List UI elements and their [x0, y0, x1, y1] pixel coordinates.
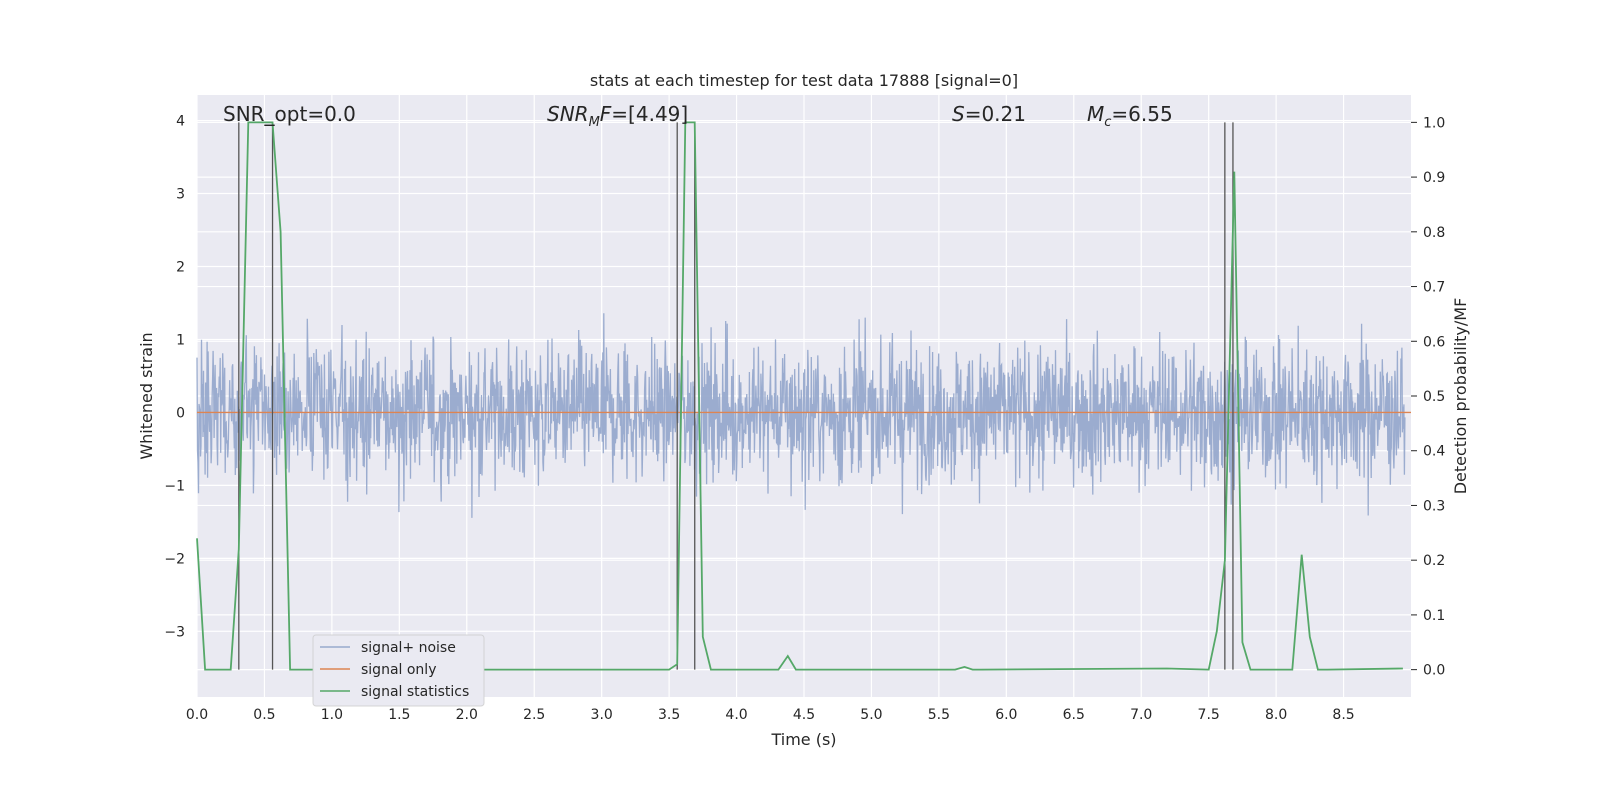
signal-noise-line [196, 313, 1406, 518]
vertical-markers [238, 122, 1234, 670]
y-axis-right-ticks: 0.0 0.1 0.2 0.3 0.4 0.5 0.6 0.7 0.8 0.9 1.0 [1411, 115, 1445, 679]
annotation-mc-sub: c [1104, 115, 1111, 130]
y-right-tick-label-1: 0.1 [1423, 608, 1445, 624]
y-right-tick-label-6: 0.6 [1423, 334, 1445, 350]
x-axis-ticks: 0.0 0.5 1.0 1.5 2.0 2.5 3.0 3.5 4.0 4.5 5.0 5.5 6.0 6… [186, 707, 1355, 723]
x-tick-label-4: 2.0 [456, 707, 478, 723]
y-axis-right-label: Detection probability/MF [1451, 298, 1470, 495]
annotation-snr-mf-f: F [600, 102, 612, 126]
annotation-snr-mf: SNRMF=[4.49] [547, 102, 688, 130]
y-right-tick-label-4: 0.4 [1423, 444, 1445, 460]
annotation-mc-value: =6.55 [1111, 102, 1172, 126]
y-right-tick-label-2: 0.2 [1423, 553, 1445, 569]
annotation-mc-symbol: M [1087, 102, 1104, 126]
chart-title: stats at each timestep for test data 178… [590, 71, 1018, 90]
x-tick-label-14: 7.0 [1130, 707, 1152, 723]
annotation-mc: Mc=6.55 [1087, 102, 1173, 130]
x-tick-label-3: 1.5 [388, 707, 410, 723]
x-tick-label-11: 5.5 [928, 707, 950, 723]
x-tick-label-13: 6.5 [1063, 707, 1085, 723]
y-left-tick-label-5: 2 [176, 259, 185, 275]
annotation-s-value: =0.21 [965, 102, 1026, 126]
y-left-tick-label-7: 4 [176, 114, 185, 130]
y-right-tick-label-8: 0.8 [1423, 225, 1445, 241]
y-right-tick-label-0: 0.0 [1423, 663, 1445, 679]
y-left-tick-label-0: −3 [164, 624, 185, 640]
signal-noise-series [196, 313, 1406, 518]
x-tick-label-10: 5.0 [860, 707, 882, 723]
x-tick-label-16: 8.0 [1265, 707, 1287, 723]
annotation-snr-mf-value: =[4.49] [611, 102, 688, 126]
annotation-s-symbol: S [952, 102, 965, 126]
y-left-tick-label-6: 3 [176, 187, 185, 203]
legend-label-signal-noise: signal+ noise [361, 640, 456, 656]
legend: signal+ noise signal only signal statist… [312, 634, 485, 707]
annotation-snr-opt: SNR_opt=0.0 [223, 102, 356, 126]
y-right-tick-label-5: 0.5 [1423, 389, 1445, 405]
annotation-snr-mf-sub: M [589, 115, 600, 130]
x-tick-label-12: 6.0 [995, 707, 1017, 723]
x-tick-label-9: 4.5 [793, 707, 815, 723]
y-right-tick-label-9: 0.9 [1423, 170, 1445, 186]
x-tick-label-2: 1.0 [321, 707, 343, 723]
y-left-tick-label-3: 0 [176, 405, 185, 421]
y-axis-left-label: Whitened strain [137, 332, 156, 459]
x-tick-label-8: 4.0 [725, 707, 747, 723]
signal-statistics-series [196, 121, 1403, 671]
annotation-snr-mf-main: SNR [547, 102, 589, 126]
y-left-tick-label-2: −1 [164, 478, 185, 494]
x-tick-label-6: 3.0 [591, 707, 613, 723]
x-tick-label-15: 7.5 [1198, 707, 1220, 723]
annotation-s: S=0.21 [952, 102, 1026, 126]
x-tick-label-5: 2.5 [523, 707, 545, 723]
x-tick-label-7: 3.5 [658, 707, 680, 723]
y-right-tick-label-10: 1.0 [1423, 115, 1445, 131]
legend-label-signal-only: signal only [361, 662, 436, 678]
y-left-tick-label-4: 1 [176, 332, 185, 348]
x-axis-label: Time (s) [770, 730, 836, 749]
x-tick-label-1: 0.5 [253, 707, 275, 723]
y-axis-left-ticks: −3 −2 −1 0 1 2 3 4 [164, 114, 185, 641]
legend-label-signal-statistics: signal statistics [361, 684, 469, 700]
y-right-tick-label-7: 0.7 [1423, 280, 1445, 296]
x-tick-label-17: 8.5 [1332, 707, 1354, 723]
legend-box [312, 634, 485, 707]
y-right-tick-label-3: 0.3 [1423, 498, 1445, 514]
x-tick-label-0: 0.0 [186, 707, 208, 723]
y-left-tick-label-1: −2 [164, 551, 185, 567]
